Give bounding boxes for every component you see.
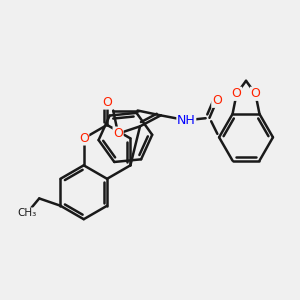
Text: O: O (232, 87, 242, 100)
Text: NH: NH (177, 114, 196, 127)
Text: O: O (250, 87, 260, 100)
Text: O: O (113, 127, 123, 140)
Text: O: O (79, 132, 89, 145)
Text: O: O (102, 96, 112, 109)
Text: O: O (212, 94, 222, 107)
Text: CH₃: CH₃ (17, 208, 37, 218)
